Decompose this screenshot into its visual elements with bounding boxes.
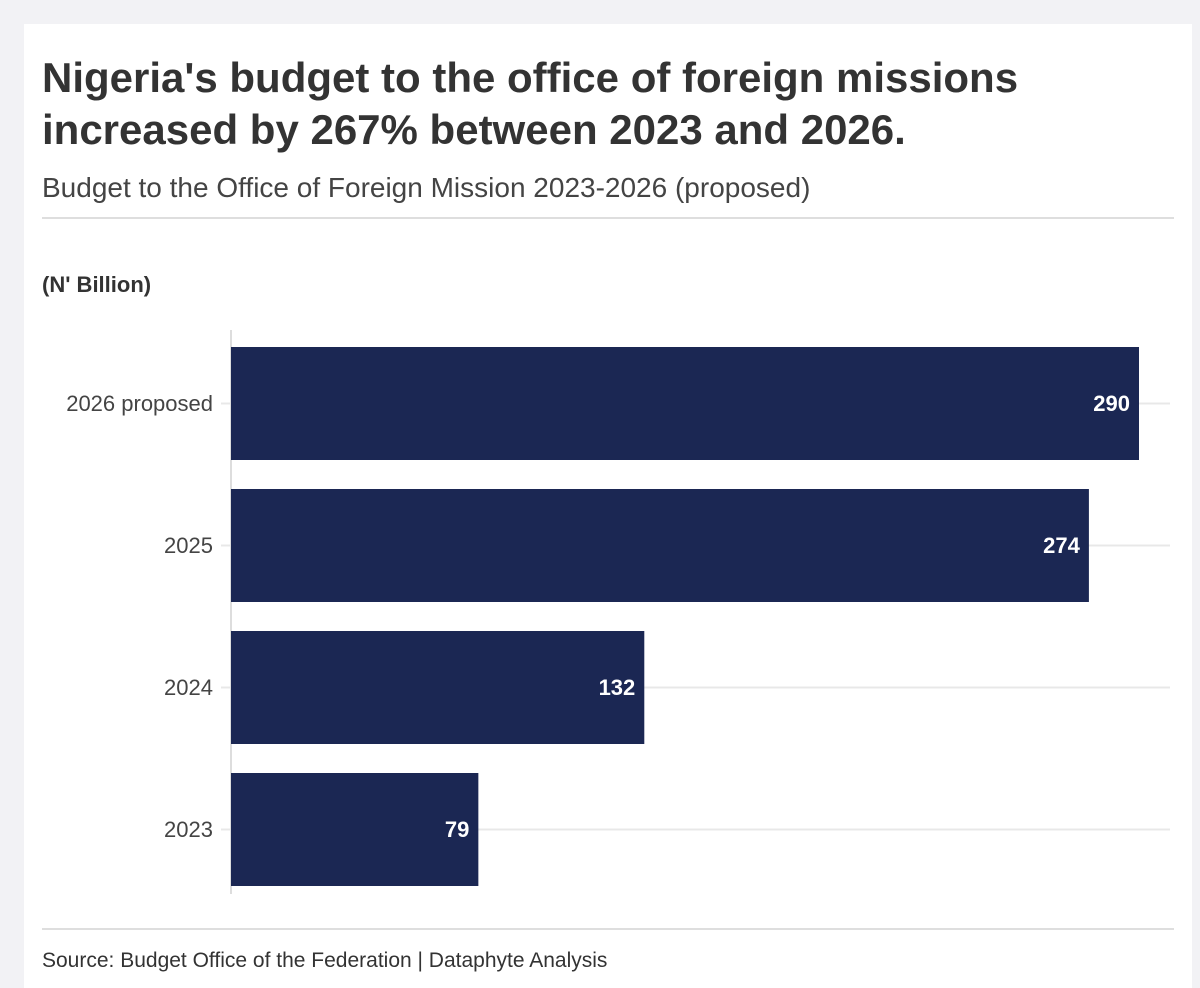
bar: [231, 631, 645, 744]
category-tick-label: 2023: [164, 817, 213, 842]
bar: [231, 489, 1089, 602]
bar-value-label: 79: [445, 817, 469, 842]
chart-subtitle: Budget to the Office of Foreign Mission …: [42, 172, 811, 203]
chart-card: Nigeria's budget to the office of foreig…: [24, 24, 1192, 988]
category-tick-label: 2026 proposed: [66, 391, 213, 416]
bar: [231, 773, 479, 886]
chart-title: Nigeria's budget to the office of foreig…: [42, 54, 1019, 153]
category-tick-label: 2024: [164, 675, 213, 700]
category-ticks: 2026 proposed 2025 2024 2023: [66, 391, 213, 842]
header-divider: [42, 217, 1174, 219]
bar-chart: (N' Billion) 2026 proposed 2025 2024 2023 2…: [42, 272, 1170, 894]
bar-value-label: 274: [1043, 533, 1080, 558]
value-labels: 290 274 132 79: [445, 391, 1130, 842]
category-tick-label: 2025: [164, 533, 213, 558]
bar-value-label: 132: [599, 675, 636, 700]
bar: [231, 347, 1139, 460]
bar-value-label: 290: [1093, 391, 1130, 416]
unit-label: (N' Billion): [42, 272, 151, 297]
footer-divider: [42, 928, 1174, 930]
gridlines: [221, 402, 1170, 831]
bars: [231, 347, 1139, 886]
source-note: Source: Budget Office of the Federation …: [42, 949, 608, 972]
